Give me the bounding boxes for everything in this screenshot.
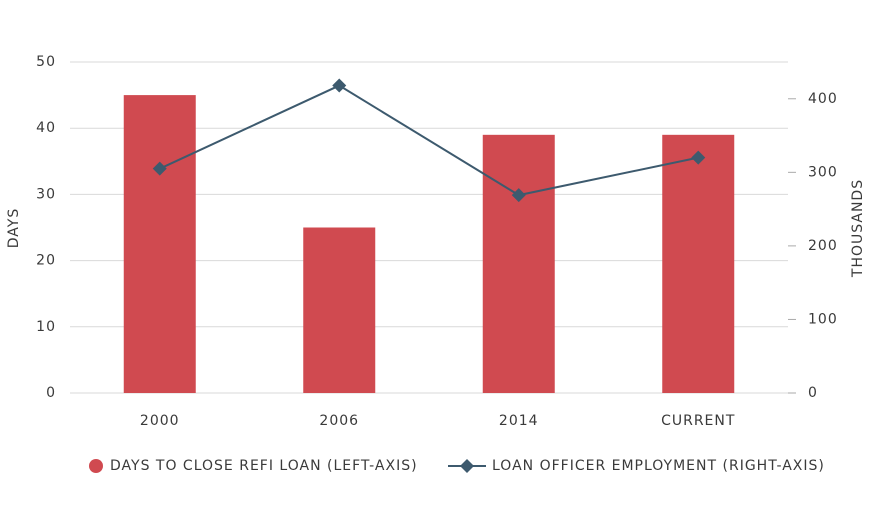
y-axis-label: DAYS bbox=[6, 208, 22, 248]
y-tick-label: 50 bbox=[36, 54, 56, 70]
legend-marker bbox=[89, 459, 103, 473]
bar bbox=[662, 134, 735, 393]
legend-marker bbox=[460, 459, 474, 473]
x-tick-label: 2006 bbox=[319, 413, 359, 429]
bar bbox=[303, 227, 376, 393]
bar bbox=[482, 134, 555, 393]
line-marker bbox=[332, 78, 347, 93]
y2-axis-label: THOUSANDS bbox=[850, 179, 866, 278]
x-tick-label: 2000 bbox=[140, 413, 180, 429]
x-tick-label: 2014 bbox=[499, 413, 539, 429]
line-marker bbox=[691, 150, 706, 165]
line-marker bbox=[511, 188, 526, 203]
x-tick-label: CURRENT bbox=[661, 413, 735, 429]
y-tick-label: 30 bbox=[36, 186, 56, 202]
y2-tick-label: 0 bbox=[808, 385, 818, 401]
legend-label: LOAN OFFICER EMPLOYMENT (RIGHT-AXIS) bbox=[492, 458, 825, 474]
line bbox=[159, 84, 699, 197]
y2-tick-label: 100 bbox=[808, 311, 838, 327]
y-tick-label: 20 bbox=[36, 253, 56, 269]
bar bbox=[123, 95, 196, 393]
y-tick-label: 0 bbox=[46, 385, 56, 401]
y2-tick-label: 400 bbox=[808, 91, 838, 107]
y2-tick-label: 300 bbox=[808, 164, 838, 180]
y-tick-label: 10 bbox=[36, 319, 56, 335]
y-tick-label: 40 bbox=[36, 120, 56, 136]
y2-tick-label: 200 bbox=[808, 238, 838, 254]
legend-label: DAYS TO CLOSE REFI LOAN (LEFT-AXIS) bbox=[110, 458, 418, 474]
line-marker bbox=[152, 161, 167, 176]
